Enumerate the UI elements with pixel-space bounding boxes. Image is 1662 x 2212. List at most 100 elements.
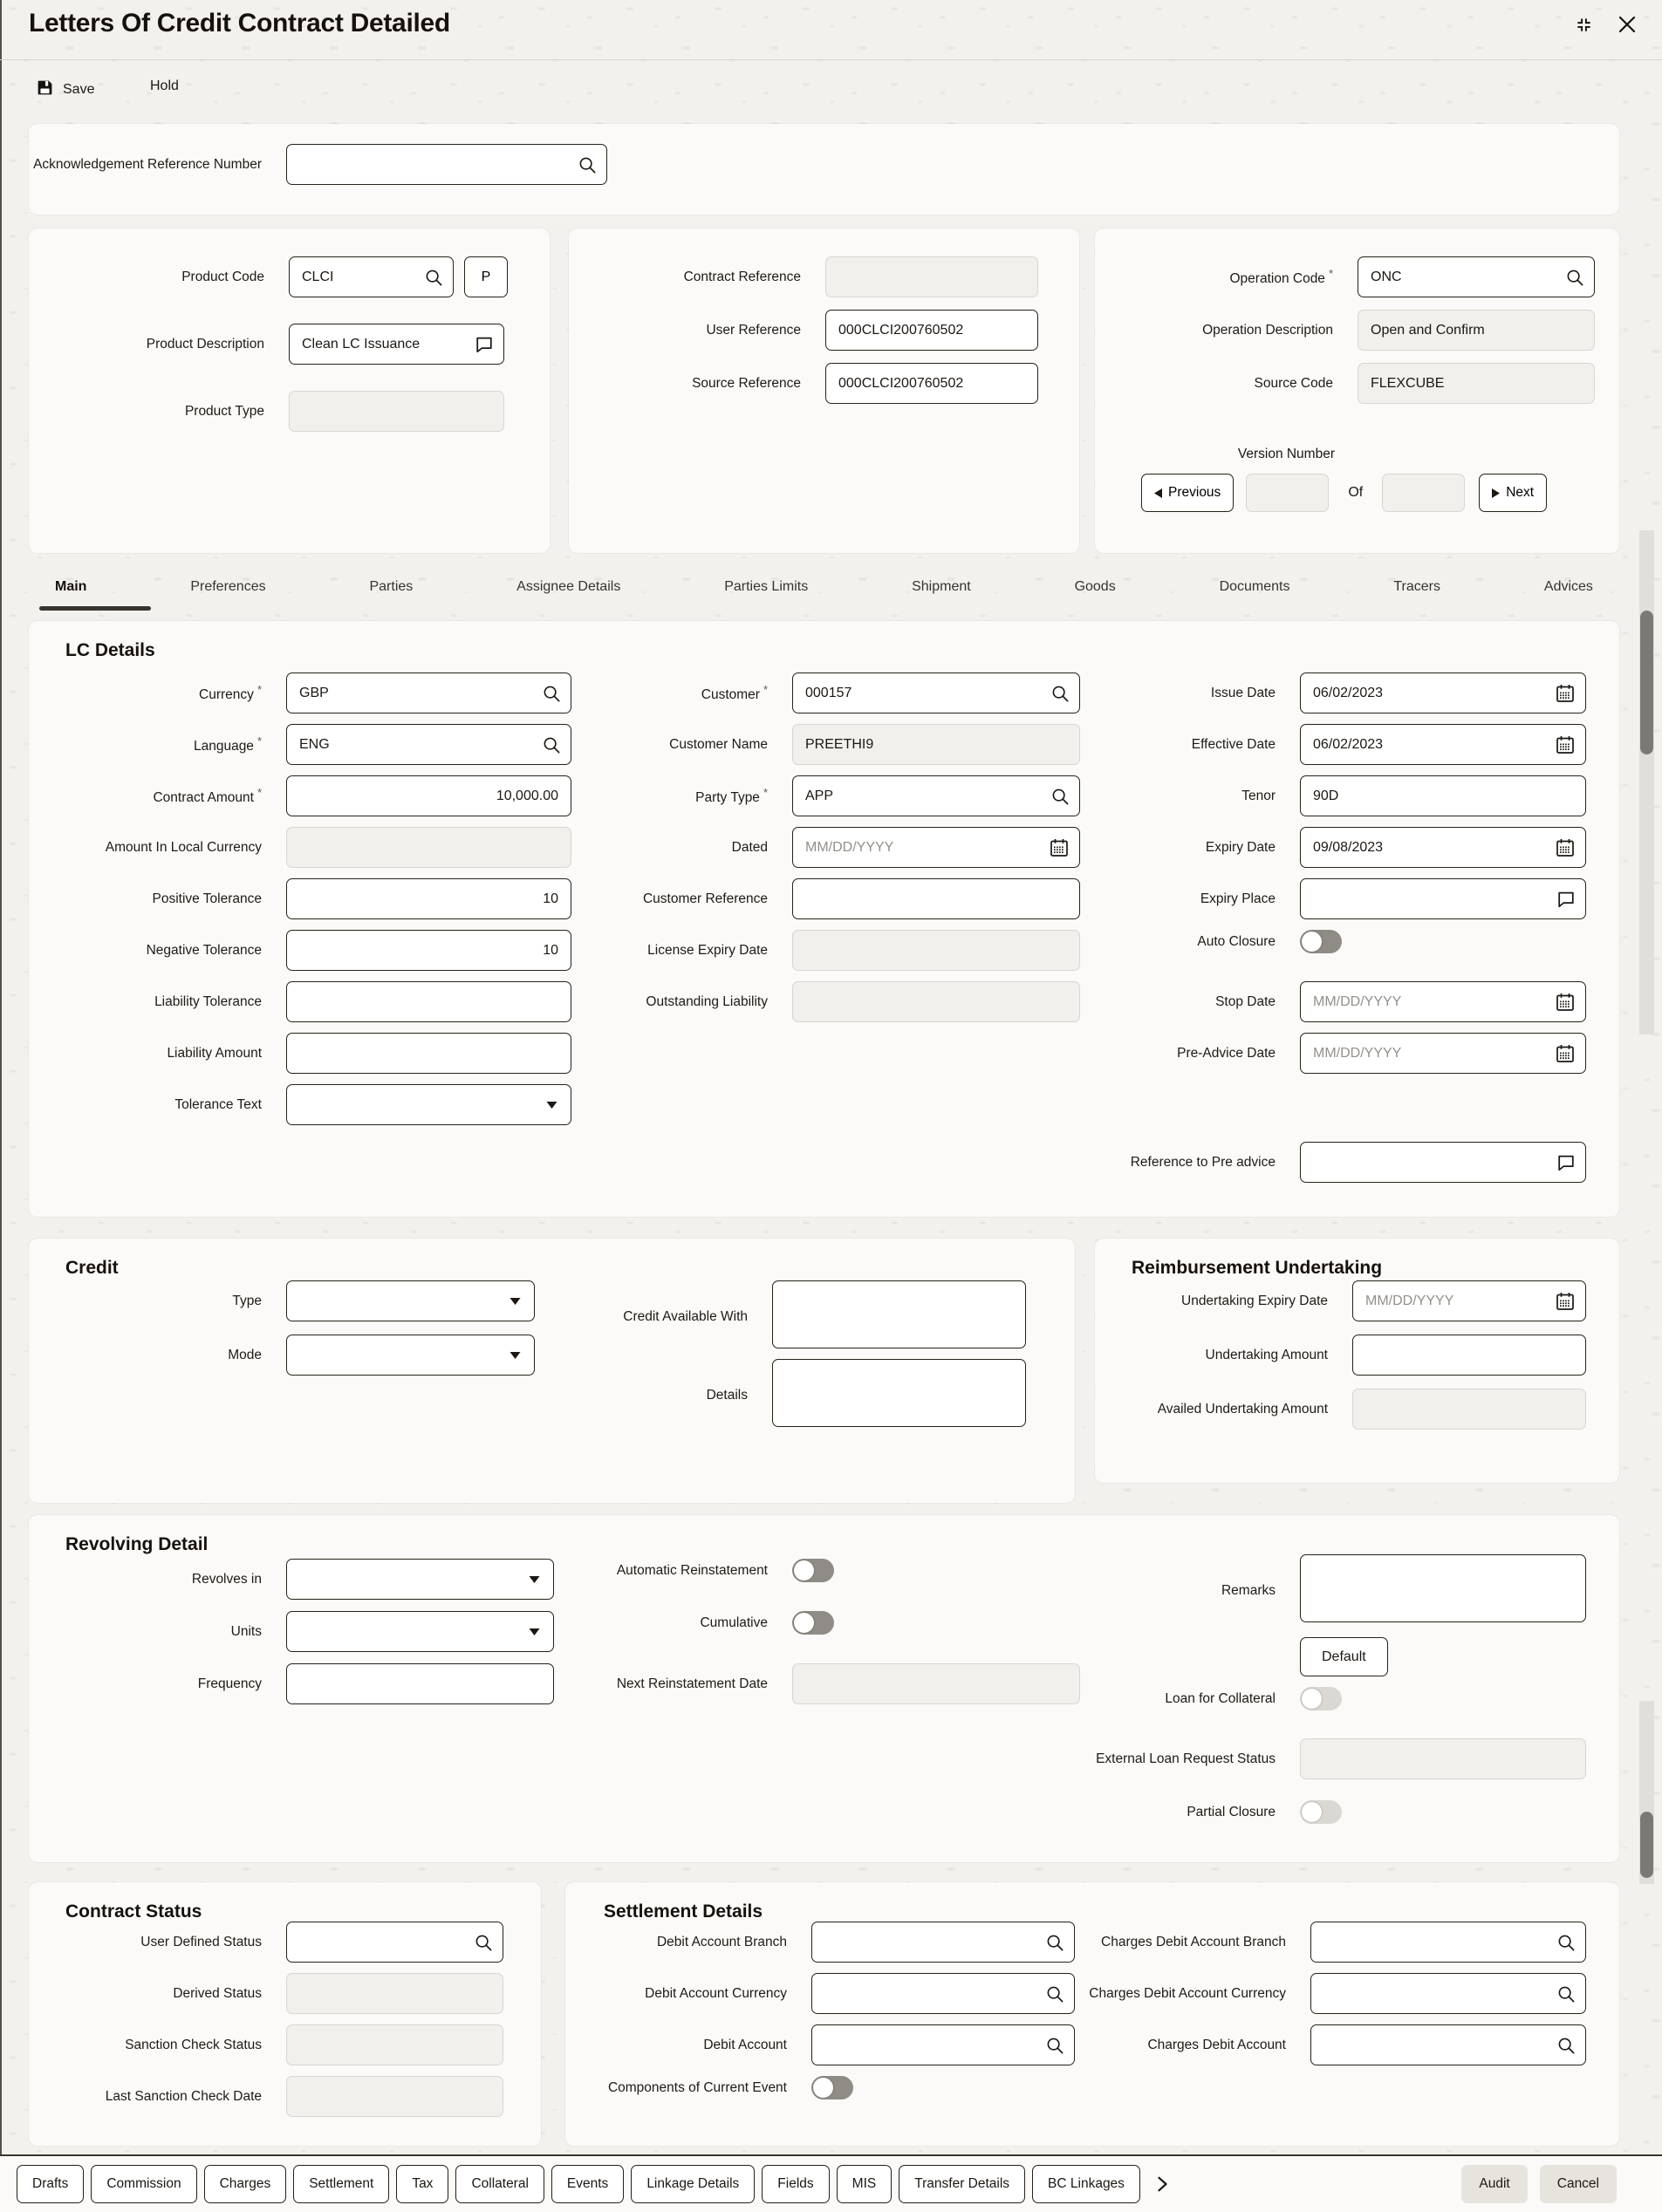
chevron-down-icon[interactable]: [529, 1628, 540, 1635]
calendar-icon[interactable]: [1555, 1043, 1576, 1064]
dated-input[interactable]: [792, 827, 1080, 868]
tolerance-text-input[interactable]: [286, 1084, 571, 1125]
positive-tolerance-input[interactable]: [286, 878, 571, 919]
operation-code-input[interactable]: [1358, 256, 1595, 297]
currency-input[interactable]: [286, 672, 571, 713]
search-icon[interactable]: [1050, 787, 1070, 806]
frequency-input[interactable]: [286, 1663, 554, 1704]
customer-input[interactable]: [792, 672, 1080, 713]
tab-main[interactable]: Main: [55, 578, 87, 594]
undertaking-expiry-date-input[interactable]: [1352, 1280, 1586, 1321]
more-tabs-button[interactable]: [1147, 2175, 1177, 2193]
chevron-down-icon[interactable]: [510, 1297, 521, 1305]
auto-closure-toggle[interactable]: [1300, 930, 1342, 953]
credit-available-with-textarea[interactable]: [772, 1280, 1026, 1348]
expiry-date-input[interactable]: [1300, 827, 1586, 868]
product-popup-button[interactable]: P: [464, 256, 508, 297]
tab-parties-limits[interactable]: Parties Limits: [724, 578, 809, 594]
bc-linkages-button[interactable]: BC Linkages: [1032, 2165, 1140, 2203]
previous-version-button[interactable]: Previous: [1141, 474, 1235, 512]
charges-button[interactable]: Charges: [203, 2165, 287, 2203]
search-icon[interactable]: [1556, 1933, 1576, 1952]
search-icon[interactable]: [542, 684, 561, 703]
commission-button[interactable]: Commission: [91, 2165, 197, 2203]
search-icon[interactable]: [542, 735, 561, 754]
cumulative-toggle[interactable]: [792, 1611, 834, 1635]
automatic-reinstatement-toggle[interactable]: [792, 1559, 834, 1582]
calendar-icon[interactable]: [1555, 734, 1576, 755]
effective-date-input[interactable]: [1300, 724, 1586, 765]
credit-mode-input[interactable]: [286, 1335, 535, 1376]
search-icon[interactable]: [1565, 268, 1584, 287]
transfer-details-button[interactable]: Transfer Details: [899, 2165, 1026, 2203]
calendar-icon[interactable]: [1555, 683, 1576, 704]
cancel-button[interactable]: Cancel: [1539, 2165, 1617, 2203]
remarks-textarea[interactable]: [1300, 1554, 1586, 1622]
tab-preferences[interactable]: Preferences: [190, 578, 266, 594]
search-icon[interactable]: [424, 268, 443, 287]
restore-icon[interactable]: [1574, 15, 1594, 35]
chevron-down-icon[interactable]: [546, 1101, 557, 1109]
mis-button[interactable]: MIS: [836, 2165, 893, 2203]
product-description-input[interactable]: [289, 324, 504, 365]
credit-details-textarea[interactable]: [772, 1359, 1026, 1427]
search-icon[interactable]: [1045, 1984, 1064, 2004]
loan-for-collateral-toggle[interactable]: [1300, 1687, 1342, 1710]
negative-tolerance-input[interactable]: [286, 930, 571, 971]
product-code-input[interactable]: [289, 256, 454, 297]
tab-assignee-details[interactable]: Assignee Details: [516, 578, 621, 594]
tab-parties[interactable]: Parties: [369, 578, 414, 594]
next-version-button[interactable]: Next: [1479, 474, 1548, 512]
tab-advices[interactable]: Advices: [1543, 578, 1593, 594]
audit-button[interactable]: Audit: [1461, 2165, 1528, 2203]
acknowledgement-reference-number-input[interactable]: [286, 144, 607, 185]
save-button[interactable]: Save: [36, 79, 94, 101]
liability-tolerance-input[interactable]: [286, 981, 571, 1022]
settlement-button[interactable]: Settlement: [293, 2165, 390, 2203]
charges-debit-account-branch-input[interactable]: [1310, 1922, 1586, 1963]
search-icon[interactable]: [1045, 2036, 1064, 2055]
search-icon[interactable]: [1556, 2036, 1576, 2055]
charges-debit-account-input[interactable]: [1310, 2024, 1586, 2065]
revolving-units-input[interactable]: [286, 1611, 554, 1652]
party-type-input[interactable]: [792, 775, 1080, 816]
tab-shipment[interactable]: Shipment: [912, 578, 971, 594]
partial-closure-toggle[interactable]: [1300, 1800, 1342, 1824]
events-button[interactable]: Events: [551, 2165, 625, 2203]
comment-icon[interactable]: [1556, 890, 1576, 909]
calendar-icon[interactable]: [1555, 1291, 1576, 1312]
stop-date-input[interactable]: [1300, 981, 1586, 1022]
liability-amount-input[interactable]: [286, 1033, 571, 1074]
tab-documents[interactable]: Documents: [1219, 578, 1290, 594]
tab-goods[interactable]: Goods: [1074, 578, 1116, 594]
comment-icon[interactable]: [1556, 1153, 1576, 1172]
search-icon[interactable]: [1556, 1984, 1576, 2004]
debit-account-branch-input[interactable]: [811, 1922, 1075, 1963]
linkage-details-button[interactable]: Linkage Details: [631, 2165, 756, 2203]
tab-tracers[interactable]: Tracers: [1393, 578, 1441, 594]
calendar-icon[interactable]: [1555, 837, 1576, 858]
undertaking-amount-input[interactable]: [1352, 1335, 1586, 1376]
scrollbar-thumb[interactable]: [1640, 611, 1653, 754]
contract-amount-input[interactable]: [286, 775, 571, 816]
language-input[interactable]: [286, 724, 571, 765]
user-reference-input[interactable]: [825, 310, 1038, 351]
expiry-place-input[interactable]: [1300, 878, 1586, 919]
calendar-icon[interactable]: [1555, 992, 1576, 1013]
chevron-down-icon[interactable]: [529, 1575, 540, 1583]
comment-icon[interactable]: [475, 335, 494, 354]
search-icon[interactable]: [1050, 684, 1070, 703]
close-icon[interactable]: [1617, 14, 1638, 35]
source-reference-input[interactable]: [825, 363, 1038, 404]
fields-button[interactable]: Fields: [762, 2165, 830, 2203]
credit-type-input[interactable]: [286, 1280, 535, 1321]
drafts-button[interactable]: Drafts: [17, 2165, 85, 2203]
debit-account-currency-input[interactable]: [811, 1973, 1075, 2014]
scrollbar-thumb[interactable]: [1640, 1812, 1653, 1878]
search-icon[interactable]: [578, 155, 597, 174]
pre-advice-date-input[interactable]: [1300, 1033, 1586, 1074]
reference-to-pre-advice-input[interactable]: [1300, 1142, 1586, 1183]
default-button[interactable]: Default: [1300, 1637, 1388, 1676]
hold-button[interactable]: Hold: [150, 79, 179, 94]
debit-account-input[interactable]: [811, 2024, 1075, 2065]
